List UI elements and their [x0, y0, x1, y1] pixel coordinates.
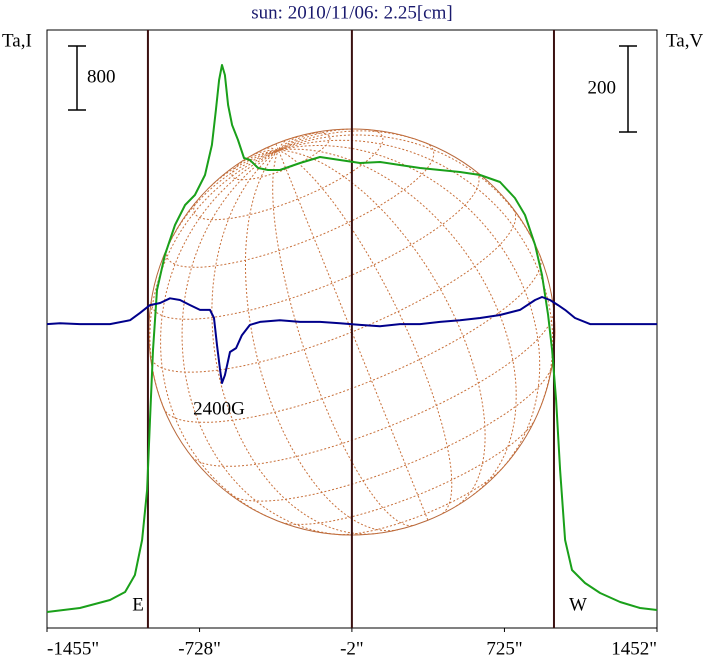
sphere-meridian	[278, 135, 302, 151]
sphere-parallel	[230, 364, 553, 502]
annotation: 2400G	[193, 398, 245, 419]
y2-axis-label: Ta,V	[666, 30, 703, 51]
x-tick-label: 725"	[486, 638, 522, 659]
scale-bar-label: 200	[588, 77, 617, 98]
sphere-parallel	[338, 468, 503, 536]
sphere-meridian	[167, 149, 279, 247]
chart-title: sun: 2010/11/06: 2.25[cm]	[251, 2, 452, 23]
x-tick-label: -1455"	[47, 638, 99, 659]
sphere-meridian	[278, 149, 453, 514]
sphere-meridian	[278, 148, 517, 496]
sphere-meridian	[160, 149, 279, 519]
sphere-meridian	[278, 131, 320, 151]
scale-bar-label: 800	[87, 66, 116, 87]
sphere-meridian	[278, 139, 554, 409]
sphere-meridian	[275, 143, 279, 151]
x-tick-label: -728"	[178, 638, 221, 659]
x-tick-label: -2"	[340, 638, 364, 659]
sphere-meridian	[272, 150, 413, 527]
sphere-meridian	[277, 150, 429, 521]
sphere-meridian	[245, 149, 398, 532]
sun-disk	[148, 128, 556, 536]
annotation: W	[569, 594, 587, 615]
scale-bar: 800	[68, 45, 116, 111]
sphere-parallel	[281, 419, 536, 525]
sphere-meridian	[236, 149, 279, 166]
sphere-meridian	[263, 147, 279, 151]
sphere-meridian	[278, 134, 541, 257]
sphere-meridian	[211, 149, 378, 535]
sphere-meridian	[149, 149, 279, 409]
data-line	[46, 296, 657, 384]
sphere-meridian	[181, 149, 339, 536]
sphere-meridian	[278, 144, 541, 470]
annotation: E	[132, 594, 144, 615]
sphere-meridian	[278, 128, 357, 151]
x-tick-label: 1452"	[611, 638, 657, 659]
sphere-meridian	[252, 149, 279, 156]
data-line	[46, 64, 658, 613]
scale-bar: 200	[588, 45, 637, 133]
y-axis-label: Ta,I	[2, 30, 32, 51]
sphere-parallel	[193, 129, 384, 221]
sphere-meridian	[278, 130, 426, 151]
sphere-meridian	[277, 138, 289, 151]
sphere-meridian	[278, 149, 486, 507]
sphere-parallel	[231, 132, 331, 181]
sphere-meridian	[207, 149, 279, 190]
sphere-parallel	[150, 170, 480, 320]
